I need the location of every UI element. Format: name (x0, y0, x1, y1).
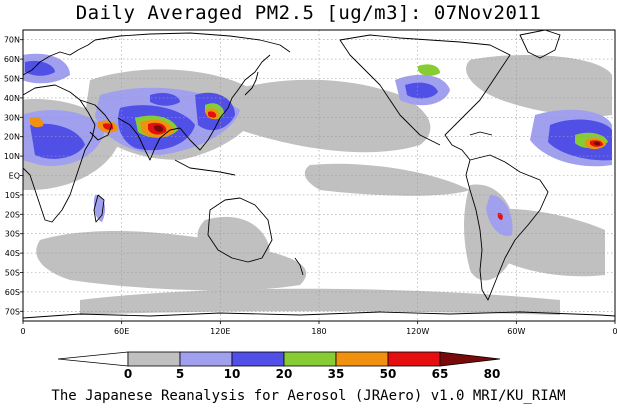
graticule (23, 30, 615, 321)
colorbar-label: 50 (380, 367, 397, 381)
lon-tick-label: 0 (612, 327, 617, 336)
coast-arabia (79, 99, 113, 141)
colorbar-swatch-high (439, 351, 501, 367)
coastlines (23, 30, 615, 319)
lat-tick-label: 50N (4, 75, 20, 84)
shade-b-central-asia (150, 92, 180, 106)
band-80-plus (154, 125, 601, 146)
colorbar-swatch (335, 351, 389, 367)
lon-axis-labels: 0 60E 120E 180 120W 60W 0 (20, 327, 617, 336)
pm25-shading (23, 53, 612, 315)
colorbar-swatch (387, 351, 441, 367)
lat-tick-label: 40N (4, 94, 20, 103)
shade-s-pacific (304, 163, 470, 196)
coast-australia (207, 197, 273, 263)
coast-east-asia (179, 54, 271, 151)
shade-r-china (208, 111, 217, 118)
coast-madagascar (93, 194, 105, 223)
map-title: Daily Averaged PM2.5 [ug/m3]: 07Nov2011 (75, 2, 542, 24)
lat-tick-label: 10N (4, 152, 20, 161)
lat-tick-label: 30S (5, 230, 20, 239)
lat-tick-label: 20S (5, 210, 20, 219)
colorbar-swatch (179, 351, 233, 367)
shade-g-n-america (418, 64, 440, 76)
lon-tick-label: 120W (406, 327, 429, 336)
coast-caribbean (469, 131, 493, 136)
coast-india (117, 117, 181, 161)
coast-north-asia (94, 32, 291, 53)
colorbar-label: 20 (276, 367, 293, 381)
colorbar-swatch (231, 351, 285, 367)
colorbar-swatch (127, 351, 181, 367)
lat-tick-label: 20N (4, 133, 20, 142)
colorbar-label: 80 (484, 367, 501, 381)
footer-credit: The Japanese Reanalysis for Aerosol (JRA… (51, 388, 566, 404)
lat-tick-label: 30N (4, 113, 20, 122)
lon-tick-label: 0 (20, 327, 25, 336)
shade-r-s-america (497, 212, 503, 220)
lat-tick-label: 40S (5, 249, 20, 258)
colorbar-label: 10 (224, 367, 241, 381)
lon-tick-label: 180 (311, 327, 326, 336)
coast-south-america (465, 154, 549, 301)
lat-tick-label: 70S (5, 307, 20, 316)
coast-indonesia (174, 159, 236, 176)
shade-dr-caribbean (594, 141, 601, 146)
lon-tick-label: 120E (210, 327, 230, 336)
shade-dr-india (154, 125, 164, 132)
lat-tick-label: EQ (9, 172, 20, 181)
colorbar-label: 65 (432, 367, 449, 381)
colorbar-swatch (283, 351, 337, 367)
shade-n-atlantic (466, 55, 612, 117)
colorbar-label: 35 (328, 367, 345, 381)
colorbar-swatch-low (57, 351, 129, 367)
coast-greenland (519, 30, 561, 59)
coast-north-america (339, 34, 511, 161)
lat-tick-label: 50S (5, 269, 20, 278)
lat-tick-label: 70N (4, 36, 20, 45)
lat-axis-labels: 70N 60N 50N 40N 30N 20N 10N EQ 10S 20S 30S 40S 50S 60… (4, 36, 20, 317)
shade-antarctic-band (80, 288, 560, 315)
coast-japan (244, 71, 259, 96)
lon-tick-label: 60W (507, 327, 525, 336)
coast-europe (23, 39, 96, 76)
shade-b-europe (25, 60, 55, 76)
colorbar-label: 5 (176, 367, 184, 381)
lat-tick-label: 60S (5, 288, 20, 297)
coast-africa (23, 84, 96, 223)
colorbar-labels: 0 5 10 20 35 50 65 80 (124, 367, 501, 381)
coast-west-north-america (339, 39, 441, 146)
lon-tick-label: 60E (114, 327, 129, 336)
shade-b-n-america (405, 82, 438, 99)
coast-new-zealand (294, 257, 304, 276)
axis-ticks (20, 39, 616, 324)
shade-o-africa (30, 117, 44, 128)
colorbar-label: 0 (124, 367, 132, 381)
shade-b-sahara (30, 123, 85, 159)
lat-tick-label: 60N (4, 55, 20, 64)
colorbar (57, 351, 501, 367)
plot-area (23, 30, 615, 321)
lat-tick-label: 10S (5, 191, 20, 200)
coast-antarctica (23, 311, 615, 319)
